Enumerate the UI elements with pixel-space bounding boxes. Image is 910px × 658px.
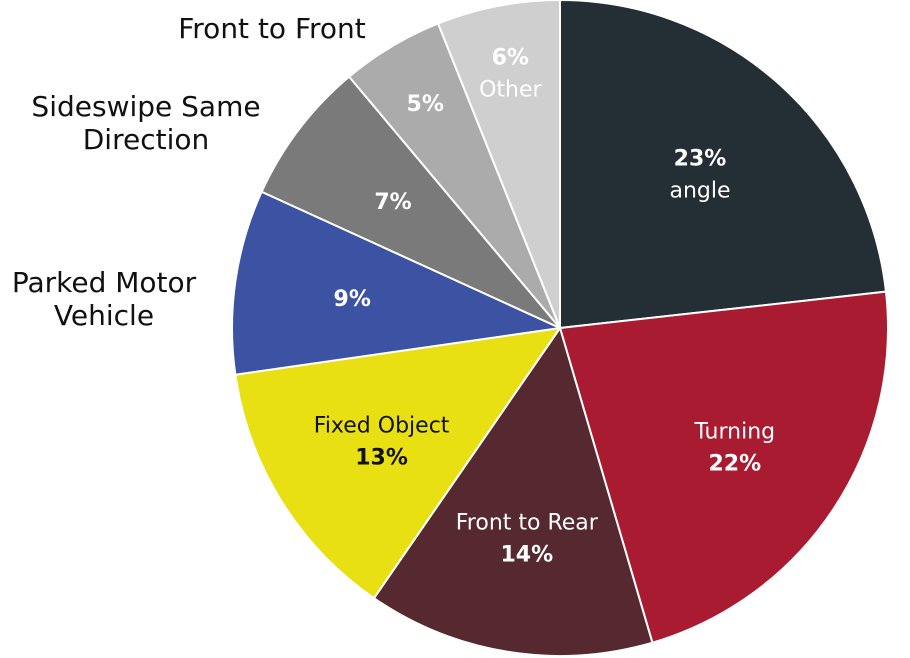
pie-value-label-fixed-object: 13% xyxy=(355,446,408,471)
pie-value-label-sideswipe-same-direction: 7% xyxy=(374,190,411,215)
pie-category-label-front-to-front: Front to Front xyxy=(178,12,366,45)
pie-category-label-angle: angle xyxy=(669,179,730,204)
pie-slice-fixed-object xyxy=(234,326,563,600)
pie-category-label-fixed-object: Fixed Object xyxy=(314,414,450,439)
pie-slice-other xyxy=(436,0,561,329)
pie-value-label-turning: 22% xyxy=(708,451,761,476)
pie-slice-parked-motor-vehicle xyxy=(231,190,564,376)
pie-slice-angle xyxy=(559,0,888,330)
pie-slice-sideswipe-same-direction xyxy=(260,75,561,329)
pie-slice-turning xyxy=(558,290,889,644)
pie-slice-front-to-rear xyxy=(372,325,654,657)
pie-value-label-angle: 23% xyxy=(674,147,727,172)
pie-category-label-sideswipe-same-direction: Sideswipe Same Direction xyxy=(31,90,260,156)
pie-value-label-other: 6% xyxy=(492,45,529,70)
pie-category-label-other: Other xyxy=(479,77,542,102)
pie-category-label-parked-motor-vehicle: Parked Motor Vehicle xyxy=(12,266,197,332)
pie-value-label-front-to-rear: 14% xyxy=(500,542,553,567)
pie-category-label-front-to-rear: Front to Rear xyxy=(456,510,599,535)
pie-value-label-parked-motor-vehicle: 9% xyxy=(334,287,371,312)
pie-category-label-turning: Turning xyxy=(693,419,775,444)
pie-value-label-front-to-front: 5% xyxy=(407,92,444,117)
